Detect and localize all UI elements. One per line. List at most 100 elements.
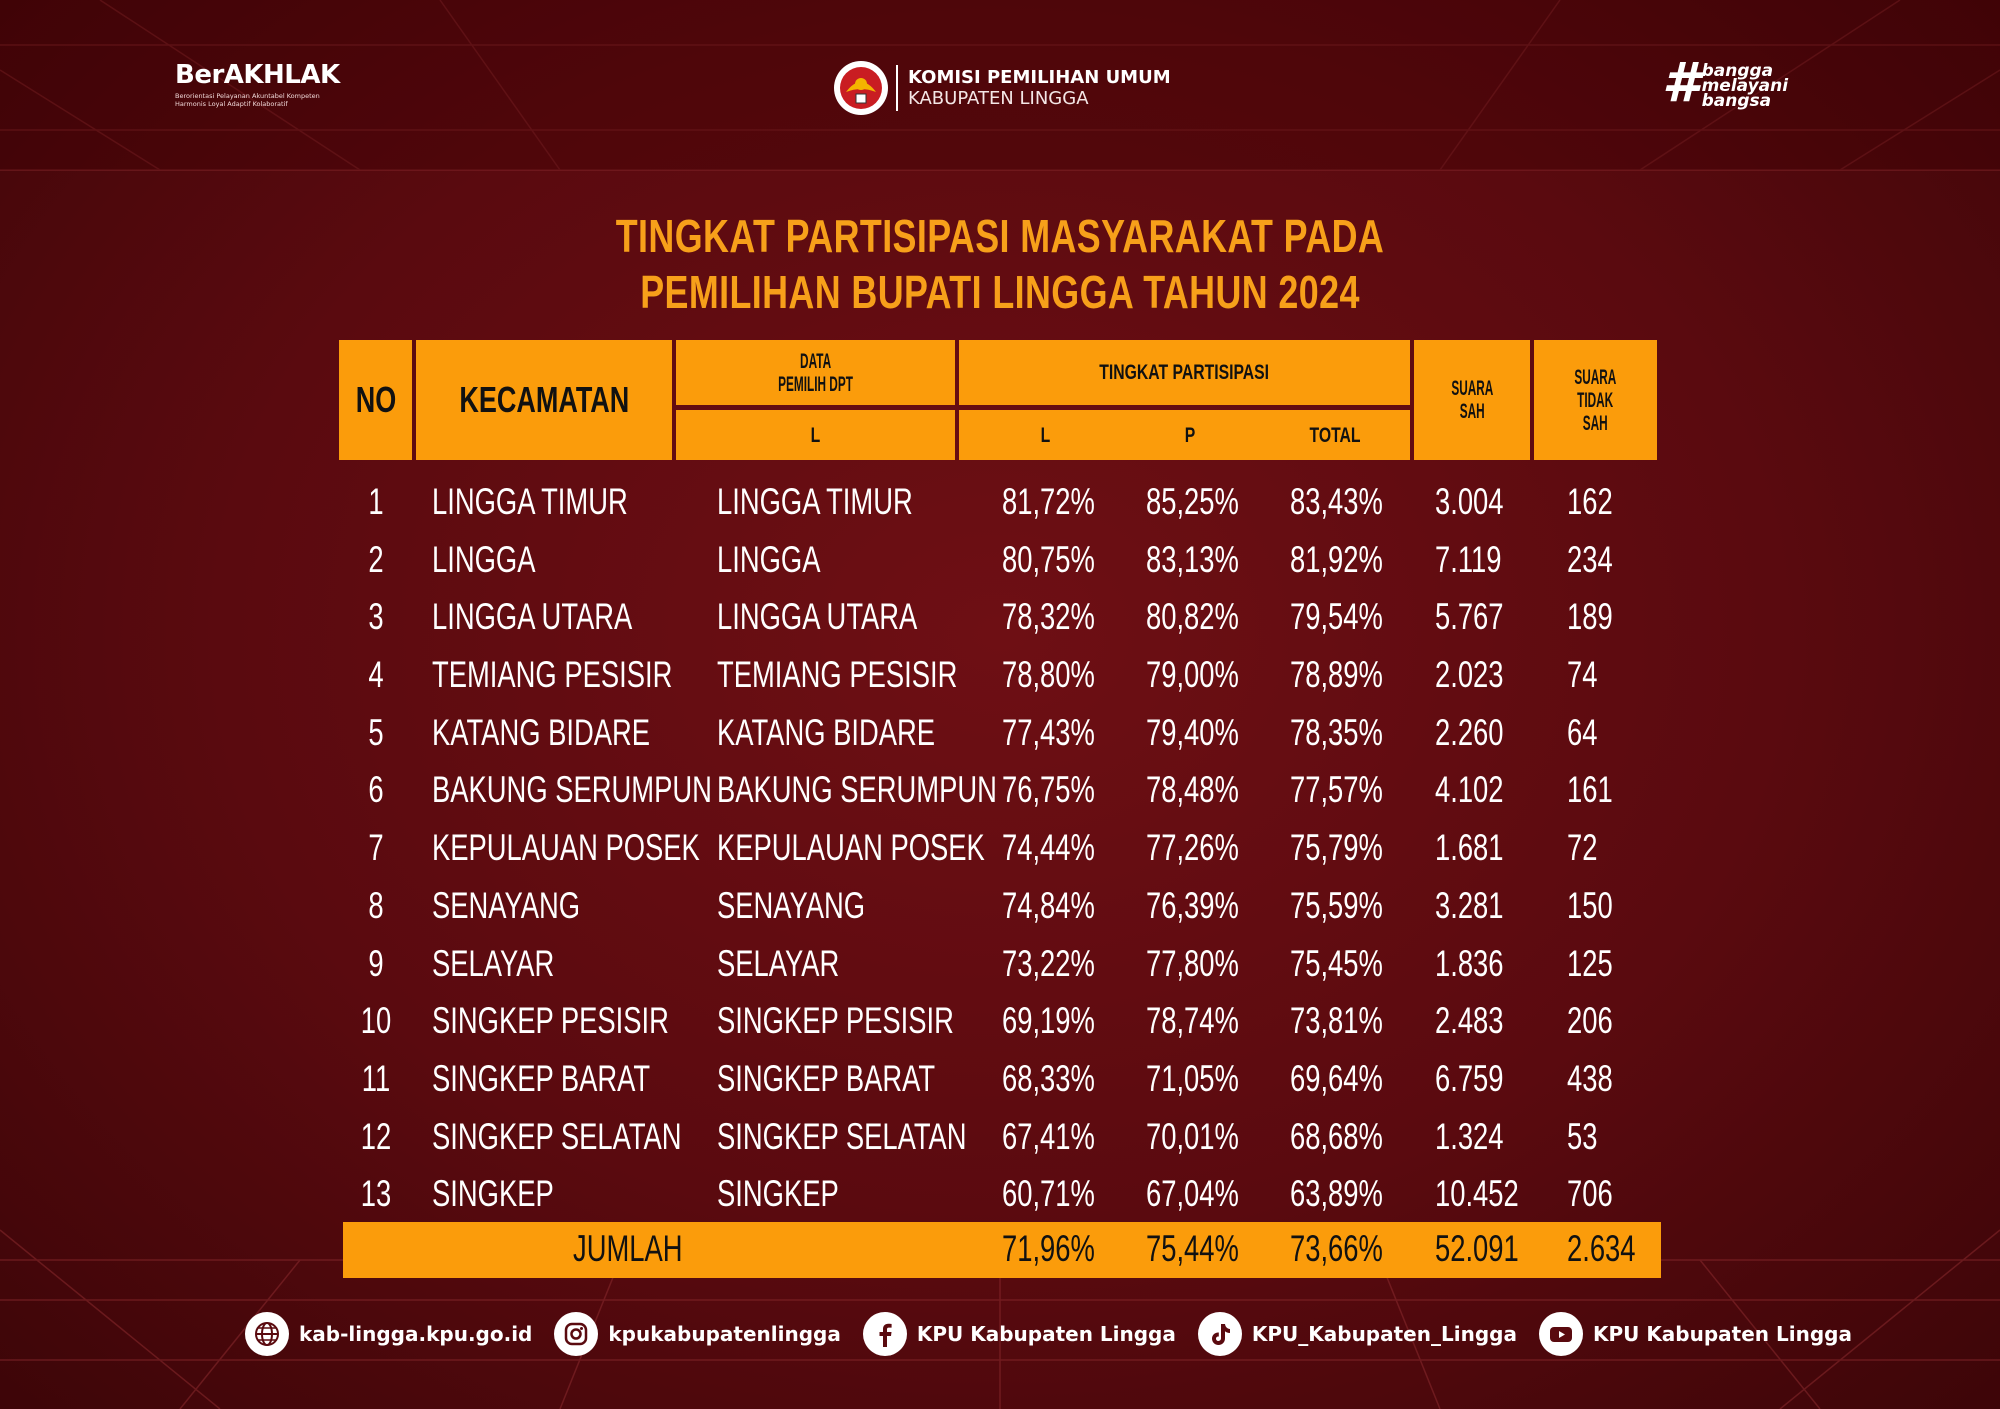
berakhlak-tagline: Berorientasi Pelayanan Akuntabel Kompete… xyxy=(175,92,320,108)
table-row: 2 LINGGA LINGGA 80,75% 83,13% 81,92% 7.1… xyxy=(339,531,1657,589)
cell-no: 9 xyxy=(368,942,384,984)
total-l: 71,96% xyxy=(1002,1228,1095,1269)
cell-suara-tidak-sah: 72 xyxy=(1567,827,1598,869)
cell-suara-tidak-sah: 234 xyxy=(1567,538,1613,580)
header-partisipasi: TINGKAT PARTISIPASI xyxy=(959,340,1410,405)
footer-tiktok[interactable]: KPU_Kabupaten_Lingga xyxy=(1197,1312,1517,1356)
cell-kecamatan: SINGKEP PESISIR xyxy=(432,1000,669,1042)
header-band xyxy=(0,0,2000,170)
header-tsah-line2: TIDAK xyxy=(1577,388,1614,412)
table-row: 11 SINGKEP BARAT SINGKEP BARAT 68,33% 71… xyxy=(339,1050,1657,1108)
cell-suara-tidak-sah: 206 xyxy=(1567,1000,1613,1042)
title-line-2: PEMILIHAN BUPATI LINGGA TAHUN 2024 xyxy=(640,266,1360,318)
cell-suara-sah: 10.452 xyxy=(1435,1173,1519,1215)
table-row: 9 SELAYAR SELAYAR 73,22% 77,80% 75,45% 1… xyxy=(339,935,1657,993)
cell-l: 73,22% xyxy=(1002,942,1095,984)
cell-p: 79,40% xyxy=(1146,711,1239,753)
cell-kecamatan: LINGGA UTARA xyxy=(432,596,633,638)
cell-suara-tidak-sah: 125 xyxy=(1567,942,1613,984)
header-sah-line2: SAH xyxy=(1459,400,1485,423)
cell-no: 3 xyxy=(368,596,384,638)
cell-p: 85,25% xyxy=(1146,481,1239,522)
website-label: kab-lingga.kpu.go.id xyxy=(299,1322,533,1346)
cell-p: 67,04% xyxy=(1146,1173,1239,1215)
cell-suara-tidak-sah: 438 xyxy=(1567,1057,1613,1099)
header-partisipasi-sub xyxy=(959,410,1410,460)
header-suara-tidak-sah: SUARA TIDAK SAH xyxy=(1534,340,1657,460)
cell-p: 80,82% xyxy=(1146,596,1239,638)
cell-no: 1 xyxy=(368,481,384,522)
cell-total: 68,68% xyxy=(1290,1115,1383,1157)
cell-l: 74,44% xyxy=(1002,827,1095,869)
cell-p: 78,74% xyxy=(1146,1000,1239,1042)
table-row: 10 SINGKEP PESISIR SINGKEP PESISIR 69,19… xyxy=(339,992,1657,1050)
cell-suara-tidak-sah: 150 xyxy=(1567,884,1613,926)
cell-l: 80,75% xyxy=(1002,538,1095,580)
cell-p: 71,05% xyxy=(1146,1057,1239,1099)
facebook-label: KPU Kabupaten Lingga xyxy=(916,1322,1176,1346)
total-total: 73,66% xyxy=(1290,1228,1383,1269)
bangga-melayani-bangsa-logo: # bangga melayani bangsa xyxy=(1662,56,1788,110)
table-row: 5 KATANG BIDARE KATANG BIDARE 77,43% 79,… xyxy=(339,704,1657,762)
cell-dpt: SENAYANG xyxy=(717,884,866,926)
cell-dpt: LINGGA UTARA xyxy=(717,596,918,638)
cell-p: 70,01% xyxy=(1146,1115,1239,1157)
header-dpt-line2: PEMILIH DPT xyxy=(778,372,853,396)
cell-p: 76,39% xyxy=(1146,884,1239,926)
cell-l: 77,43% xyxy=(1002,711,1095,753)
cell-p: 77,80% xyxy=(1146,942,1239,984)
cell-total: 77,57% xyxy=(1290,769,1383,811)
cell-suara-tidak-sah: 189 xyxy=(1567,596,1613,638)
header-part-l: L xyxy=(1040,423,1050,447)
cell-suara-sah: 2.260 xyxy=(1435,711,1504,753)
table-row: 13 SINGKEP SINGKEP 60,71% 67,04% 63,89% … xyxy=(339,1165,1657,1223)
cell-dpt: BAKUNG SERUMPUN xyxy=(717,769,997,811)
cell-dpt: LINGGA xyxy=(717,538,821,580)
cell-no: 4 xyxy=(368,654,384,696)
cell-no: 7 xyxy=(368,827,384,869)
cell-suara-sah: 5.767 xyxy=(1435,596,1504,638)
cell-l: 69,19% xyxy=(1002,1000,1095,1042)
instagram-label: kpukabupatenlingga xyxy=(608,1322,841,1346)
cell-suara-sah: 3.004 xyxy=(1435,481,1504,522)
cell-kecamatan: LINGGA xyxy=(432,538,536,580)
header-part-total: TOTAL xyxy=(1309,423,1361,447)
table-body: 1 LINGGA TIMUR LINGGA TIMUR 81,72% 85,25… xyxy=(339,473,1657,1223)
cell-kecamatan: BAKUNG SERUMPUN xyxy=(432,769,712,811)
footer-instagram[interactable]: kpukabupatenlingga xyxy=(554,1312,841,1356)
cell-no: 6 xyxy=(368,769,384,811)
table-row: 3 LINGGA UTARA LINGGA UTARA 78,32% 80,82… xyxy=(339,588,1657,646)
cell-dpt: SINGKEP SELATAN xyxy=(717,1115,967,1157)
kpu-title: KOMISI PEMILIHAN UMUM xyxy=(908,67,1171,88)
cell-total: 75,45% xyxy=(1290,942,1383,984)
cell-no: 10 xyxy=(360,1000,392,1042)
table-row: 1 LINGGA TIMUR LINGGA TIMUR 81,72% 85,25… xyxy=(339,473,1657,531)
cell-no: 2 xyxy=(368,538,384,580)
globe-icon xyxy=(245,1312,289,1356)
cell-l: 67,41% xyxy=(1002,1115,1095,1157)
table-row: 12 SINGKEP SELATAN SINGKEP SELATAN 67,41… xyxy=(339,1108,1657,1166)
cell-dpt: SINGKEP xyxy=(717,1173,839,1215)
total-label: JUMLAH xyxy=(573,1228,683,1269)
cell-suara-tidak-sah: 64 xyxy=(1567,711,1598,753)
cell-kecamatan: SINGKEP SELATAN xyxy=(432,1115,682,1157)
youtube-label: KPU Kabupaten Lingga xyxy=(1592,1322,1852,1346)
cell-p: 77,26% xyxy=(1146,827,1239,869)
footer-youtube[interactable]: KPU Kabupaten Lingga xyxy=(1538,1312,1852,1356)
cell-kecamatan: SENAYANG xyxy=(432,884,581,926)
cell-kecamatan: SINGKEP xyxy=(432,1173,554,1215)
cell-l: 76,75% xyxy=(1002,769,1095,811)
cell-suara-sah: 3.281 xyxy=(1435,884,1504,926)
tiktok-icon xyxy=(1197,1312,1242,1356)
cell-p: 79,00% xyxy=(1146,654,1239,696)
footer-social: kab-lingga.kpu.go.id kpukabupatenlingga … xyxy=(245,1312,1874,1356)
header-dpt-l: L xyxy=(676,410,955,460)
cell-total: 75,79% xyxy=(1290,827,1383,869)
cell-total: 83,43% xyxy=(1290,481,1383,522)
cell-kecamatan: KEPULAUAN POSEK xyxy=(432,827,700,869)
footer-facebook[interactable]: KPU Kabupaten Lingga xyxy=(862,1312,1176,1356)
table-row: 4 TEMIANG PESISIR TEMIANG PESISIR 78,80%… xyxy=(339,646,1657,704)
footer-website[interactable]: kab-lingga.kpu.go.id xyxy=(245,1312,532,1356)
cell-total: 69,64% xyxy=(1290,1057,1383,1099)
cell-dpt: SINGKEP BARAT xyxy=(717,1057,936,1099)
